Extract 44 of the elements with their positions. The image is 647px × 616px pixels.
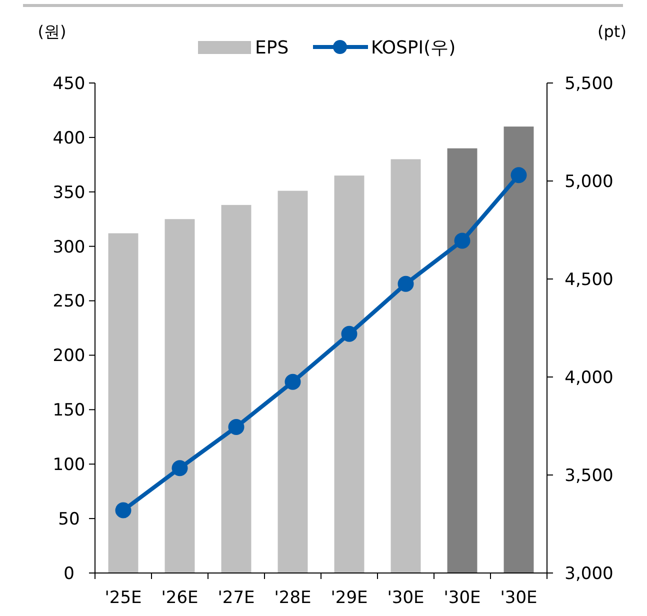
y-tick-label: 150 [52,400,86,421]
y2-tick-label: 5,000 [564,172,614,192]
legend-label: EPS [255,37,289,58]
bar [164,219,195,573]
x-tick-label: '25E [104,588,142,608]
y2-tick-label: 4,500 [564,270,614,290]
x-tick-label: '30E [500,588,538,608]
y2-tick-label: 4,000 [564,368,614,388]
y-axis-title: (원) [38,22,66,41]
point [341,326,358,342]
point [228,418,244,435]
point [454,232,470,249]
bar [334,176,364,573]
y2-tick-label: 3,500 [564,466,614,486]
y2-tick-label: 5,500 [564,74,614,94]
bar [221,204,252,573]
y-tick-label: 100 [52,455,86,476]
y-tick-label: 50 [58,510,80,530]
point [398,276,414,292]
y-tick-label: 450 [52,74,86,94]
x-tick-label: '28E [274,588,312,608]
y-tick-label: 200 [52,346,86,366]
y2-tick-label: 3,000 [564,564,614,584]
x-tick-label: '30E [444,588,481,608]
point [172,460,188,476]
bar [390,159,421,573]
y-tick-label: 300 [52,237,86,258]
bar [504,126,534,573]
point [284,374,301,390]
point [115,502,132,518]
y-tick-label: 350 [52,182,86,203]
bar [447,148,478,573]
bar [278,190,308,573]
x-tick-label: '27E [218,588,255,608]
y2-axis-title: (pt) [598,22,626,41]
point [510,167,527,184]
y-tick-label: 400 [52,128,86,148]
x-tick-label: '26E [161,588,198,608]
legend-label: KOSPI(우) [371,37,456,58]
y-tick-label: 0 [64,564,74,584]
bar [108,233,138,573]
x-tick-label: '29E [330,588,368,608]
y-tick-label: 250 [52,292,86,312]
x-tick-label: '30E [387,588,424,608]
